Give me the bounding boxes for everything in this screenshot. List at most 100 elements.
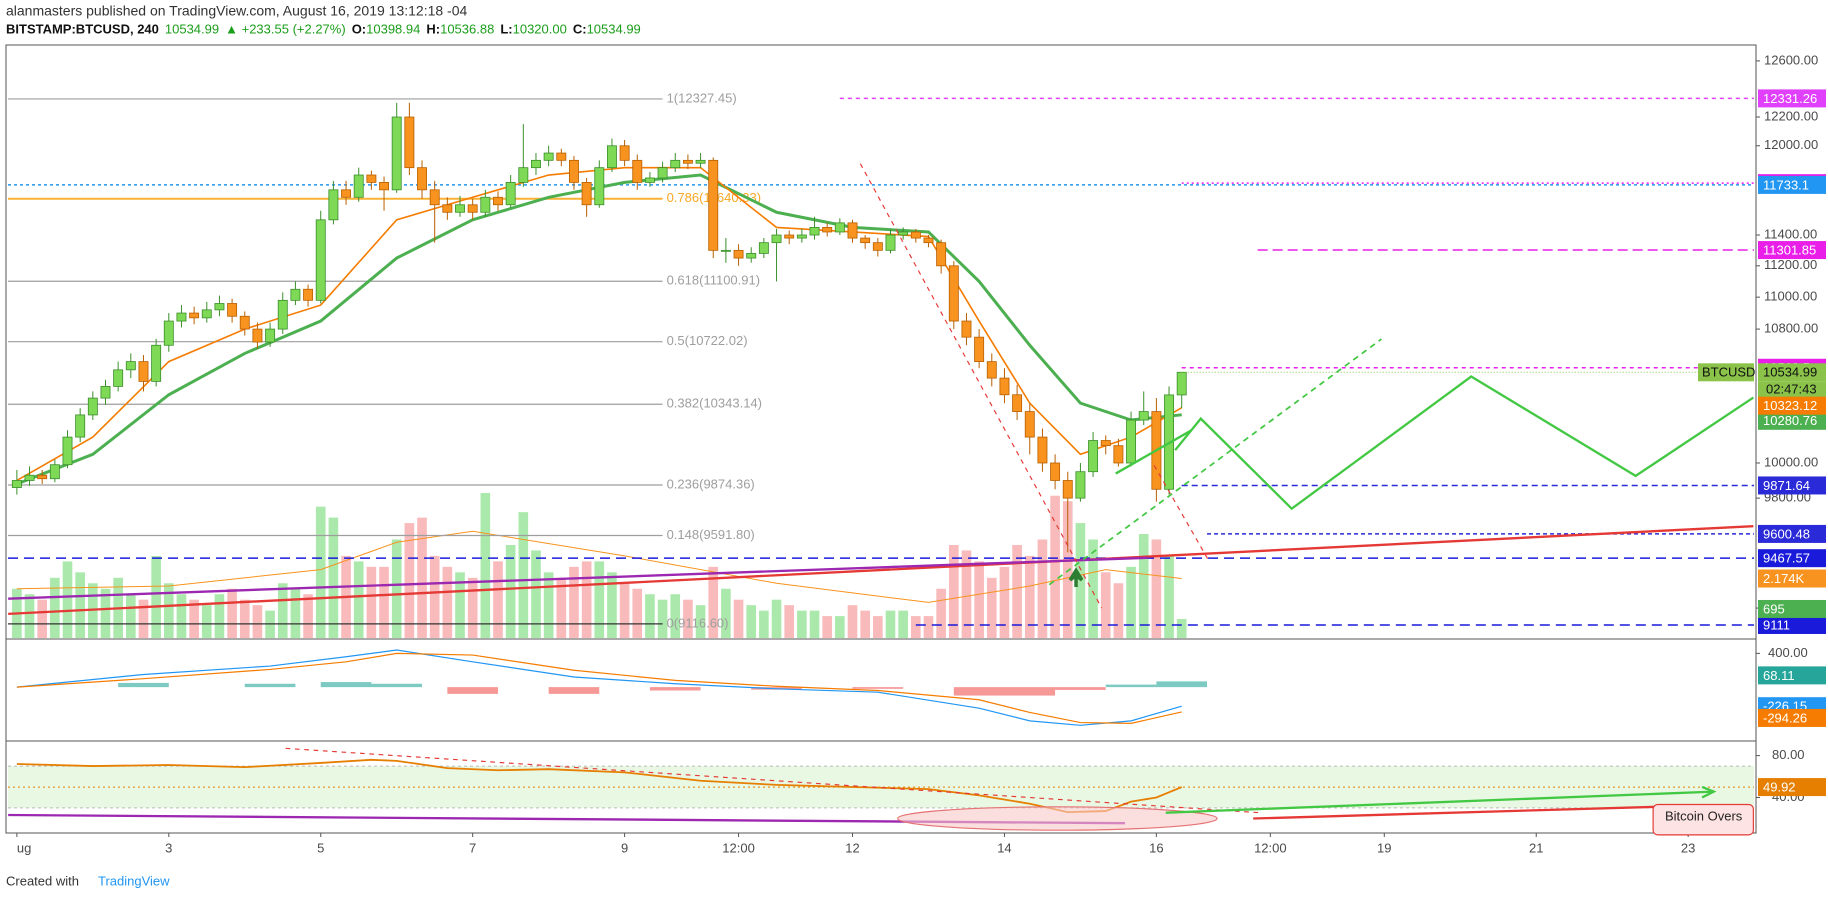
candle-body: [556, 152, 567, 161]
candle-body: [898, 231, 909, 236]
x-tick-label: 23: [1681, 840, 1695, 855]
candle-body: [644, 177, 655, 183]
candle-body: [581, 182, 592, 206]
volume-bar: [784, 605, 795, 638]
candle-body: [265, 328, 276, 343]
volume-bar: [1012, 544, 1022, 638]
y-tick-label: 12600.00: [1764, 52, 1818, 67]
candle-body: [999, 377, 1010, 396]
candle-body: [176, 312, 187, 322]
x-tick-label: 12: [845, 840, 859, 855]
volume-bar: [797, 610, 807, 638]
volume-bar: [961, 550, 972, 638]
level-label: 11733.1: [1763, 177, 1809, 192]
candle-body: [455, 204, 465, 213]
header-item: 10398.94: [366, 21, 420, 36]
candle-body: [569, 159, 579, 183]
candle-body: [493, 196, 503, 206]
candle-body: [480, 196, 491, 213]
header-item: O:: [352, 21, 366, 36]
arrow: [1068, 567, 1084, 587]
rsi-tick-label: 80.00: [1772, 747, 1805, 762]
volume-bar: [885, 610, 896, 638]
candle-body: [1126, 419, 1137, 464]
rsi-label-box: [1758, 778, 1826, 797]
volume-bar: [315, 506, 326, 638]
x-tick-label: 7: [469, 840, 476, 855]
y-tick-label: 12200.00: [1764, 108, 1818, 123]
volume-bar: [898, 610, 908, 638]
volume-bar: [860, 610, 870, 638]
header-item: L:: [500, 21, 512, 36]
macd-histogram: [447, 687, 498, 694]
candle-body: [151, 344, 162, 382]
candle-body: [657, 167, 668, 179]
candle-body: [138, 361, 149, 382]
fib-label: 0.618(11100.91): [667, 273, 760, 288]
callout-box: [1652, 803, 1754, 836]
trend-line: [285, 747, 1260, 814]
volume-bar: [189, 599, 199, 638]
candle-body: [961, 320, 972, 338]
volume-bar: [50, 577, 60, 638]
volume-bar: [1037, 539, 1048, 638]
macd-histogram: [953, 687, 1005, 696]
candle-body: [113, 369, 124, 387]
candle-body: [543, 152, 554, 161]
volume-bar: [1088, 539, 1098, 638]
candle-body: [796, 234, 807, 239]
level-label-box: [1758, 89, 1826, 108]
volume-bar: [201, 605, 212, 638]
price-tag: [1698, 363, 1754, 382]
volume-bar: [379, 566, 389, 638]
volume-bar: [1164, 555, 1174, 638]
volume-bar: [746, 605, 757, 638]
candle-body: [505, 182, 516, 206]
macd-histogram: [371, 683, 423, 688]
volume-bar: [277, 583, 288, 638]
x-tick-label: 16: [1149, 840, 1163, 855]
candle-body: [214, 303, 225, 311]
volume-bar: [531, 550, 541, 638]
candle-body: [885, 234, 896, 251]
trend-line: [8, 556, 1149, 600]
volume-bar: [999, 566, 1010, 638]
footer: Created with: [6, 873, 79, 888]
level-label-box: [1758, 241, 1826, 260]
countdown-box: [1758, 381, 1826, 399]
x-tick-label: 12:00: [722, 840, 755, 855]
volume-bar: [290, 588, 301, 638]
candle-body: [391, 116, 402, 191]
volume-bar: [847, 605, 858, 638]
candle-body: [720, 249, 731, 252]
header-item: 10534.99: [165, 21, 219, 36]
volume-bar: [619, 583, 630, 638]
candle-body: [227, 303, 238, 317]
fib-label: 1(12327.45): [667, 90, 737, 105]
candle-body: [87, 397, 98, 416]
candle-body: [531, 159, 541, 169]
level-label-box: [1758, 615, 1826, 634]
level-label: 9600.48: [1763, 526, 1810, 541]
candle-body: [37, 474, 48, 480]
volume-bar: [126, 594, 136, 638]
volume-bar: [391, 539, 402, 638]
publisher: alanmasters published on TradingView.com…: [6, 3, 467, 19]
arrowhead: [1701, 785, 1717, 799]
volume-bar: [607, 572, 617, 638]
candle-body: [936, 242, 947, 267]
candle-body: [1176, 371, 1187, 396]
volume-bar: [1062, 501, 1073, 638]
y-tick-label: 11000.00: [1764, 289, 1817, 304]
candle-body: [189, 312, 200, 319]
candle-body: [619, 145, 630, 161]
trend-line: [1165, 790, 1714, 814]
candle-body: [201, 309, 212, 319]
volume-bar: [708, 566, 719, 638]
fib-label: 0.382(10343.14): [667, 396, 762, 411]
volume-bar: [480, 492, 491, 638]
macd-histogram: [118, 682, 169, 688]
macd-histogram: [244, 683, 296, 688]
header-item: 10320.00: [513, 21, 567, 36]
volume-bar: [176, 594, 187, 638]
